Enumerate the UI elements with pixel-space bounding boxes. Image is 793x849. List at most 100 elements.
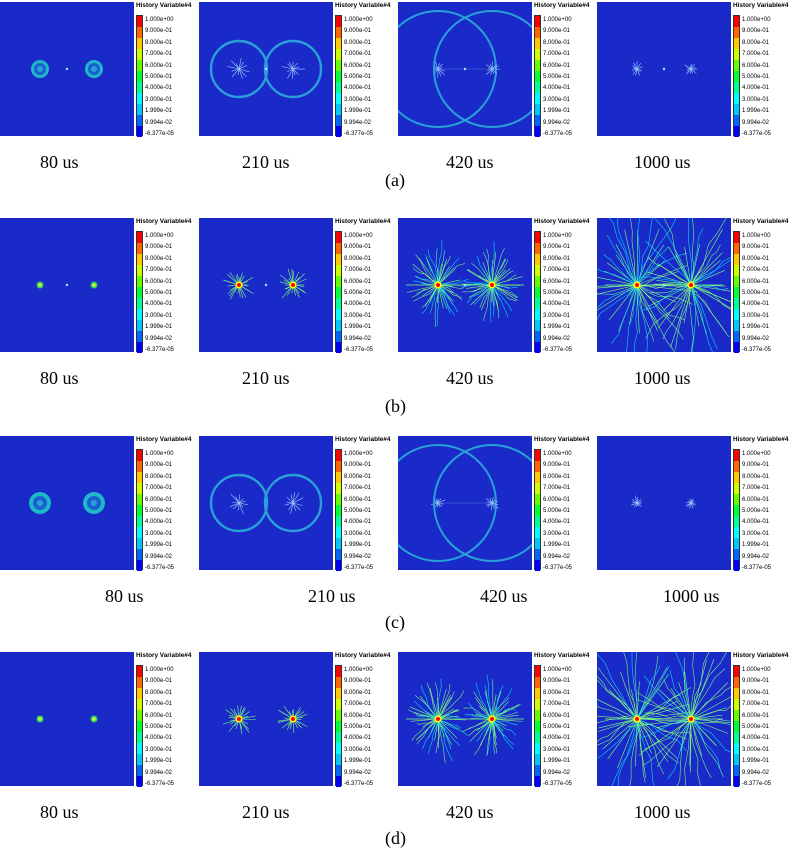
time-label: 420 us [446,152,494,173]
colorbar-segment [734,710,739,721]
colorbar [136,15,143,136]
colorbar-tick-label: 8.000e-01 [742,40,769,47]
colorbar-segment [137,27,142,38]
colorbar-tick-label: 6.000e-01 [344,63,371,70]
colorbar-tick-label: 8.000e-01 [145,474,172,481]
colorbar-tick-label: 5.000e-01 [145,508,172,515]
colorbar-tick-label: 8.000e-01 [742,474,769,481]
colorbar-segment [535,516,540,527]
blast-hole [37,716,44,723]
colorbar-segment [734,688,739,699]
colorbar-tick-label: 5.000e-01 [742,724,769,731]
colorbar-tick-label: 1.999e-01 [742,108,769,115]
monitor-point [663,68,665,70]
colorbar-segment [336,320,341,331]
colorbar-tick-label: 3.000e-01 [742,747,769,754]
colorbar-segment [535,243,540,254]
colorbar-segment [336,461,341,472]
colorbar-tick-label: 7.000e-01 [543,51,570,58]
simulation-image [597,2,731,136]
colorbar-segment [535,126,540,137]
colorbar-segment [734,93,739,104]
monitor-point [66,68,68,70]
colorbar-tick-label: 9.994e-02 [344,120,371,127]
colorbar-tick-label: 1.000e+00 [543,17,572,24]
colorbar-segment [137,320,142,331]
colorbar-tick-label: 1.999e-01 [145,542,172,549]
monitor-point [464,284,466,286]
colorbar-segment [535,666,540,677]
colorbar-tick-label: 9.000e-01 [344,28,371,35]
colorbar-segment [137,49,142,60]
colorbar-title: History Variable#4 [136,436,198,443]
colorbar-segment [336,265,341,276]
colorbar-segment [734,49,739,60]
colorbar-tick-label: -6.377e-05 [145,565,174,572]
colorbar-segment [336,765,341,776]
colorbar [733,665,740,786]
time-label: 210 us [242,802,290,823]
colorbar-tick-label: 5.000e-01 [145,724,172,731]
colorbar-segment [137,666,142,677]
colorbar-tick-label: 5.000e-01 [742,74,769,81]
colorbar-segment [734,677,739,688]
colorbar-tick-label: 1.999e-01 [145,108,172,115]
colorbar-tick-label: 6.000e-01 [344,497,371,504]
colorbar-segment [137,342,142,353]
colorbar-tick-label: 1.000e+00 [742,667,771,674]
colorbar-tick-label: 1.000e+00 [742,233,771,240]
colorbar-tick-label: 7.000e-01 [543,267,570,274]
colorbar-segment [734,331,739,342]
simulation-image [398,436,532,570]
time-label: 420 us [480,586,528,607]
colorbar-segment [734,765,739,776]
colorbar-segment [734,699,739,710]
colorbar-segment [137,516,142,527]
simulation-image [398,2,532,136]
colorbar-segment [336,527,341,538]
colorbar-tick-label: 1.999e-01 [145,758,172,765]
colorbar-segment [336,666,341,677]
colorbar-tick-label: 5.000e-01 [344,74,371,81]
simulation-image [398,218,532,352]
colorbar-segment [336,732,341,743]
model-background [0,652,134,786]
colorbar-segment [336,71,341,82]
model-background [597,436,731,570]
colorbar [534,15,541,136]
colorbar-segment [336,342,341,353]
colorbar-title: History Variable#4 [534,218,596,225]
colorbar-tick-label: 9.994e-02 [344,770,371,777]
colorbar-tick-label: 7.000e-01 [344,485,371,492]
colorbar-tick-label: 7.000e-01 [742,701,769,708]
colorbar-segment [336,754,341,765]
colorbar-tick-label: 9.994e-02 [742,120,769,127]
colorbar-tick-label: 6.000e-01 [543,63,570,70]
colorbar-tick-label: 9.000e-01 [742,244,769,251]
colorbar-segment [336,27,341,38]
colorbar-tick-label: 9.000e-01 [543,678,570,685]
colorbar-tick-label: 3.000e-01 [344,97,371,104]
time-label: 80 us [40,802,79,823]
simulation-image [0,218,134,352]
colorbar-segment [336,743,341,754]
colorbar-tick-label: 7.000e-01 [543,485,570,492]
colorbar-tick-label: 9.000e-01 [742,28,769,35]
colorbar-segment [535,309,540,320]
colorbar-tick-label: -6.377e-05 [742,565,771,572]
colorbar [733,15,740,136]
colorbar-segment [734,287,739,298]
colorbar [335,665,342,786]
colorbar-tick-label: 1.000e+00 [543,451,572,458]
colorbar-tick-label: 9.994e-02 [742,336,769,343]
panel-caption: (b) [385,396,406,417]
time-label: 210 us [242,152,290,173]
colorbar-title: History Variable#4 [534,2,596,9]
colorbar-segment [734,60,739,71]
